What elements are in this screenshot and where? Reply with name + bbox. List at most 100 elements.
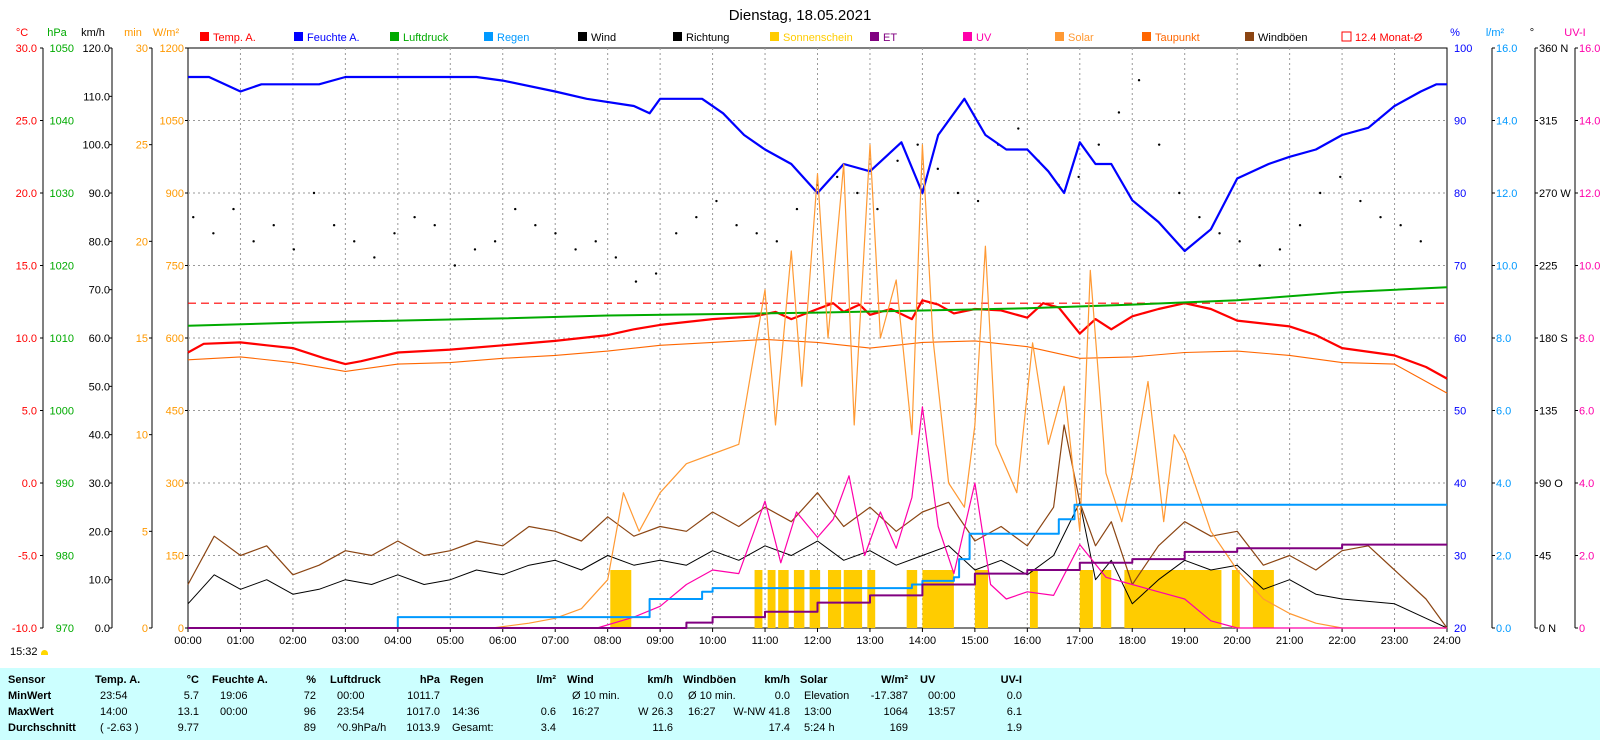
stats-temp-time: 23:54 [100, 690, 128, 702]
stats-humidity-value: 96 [303, 706, 316, 718]
y-tick-label-uv: 2.0 [1579, 551, 1594, 563]
y-tick-label-sunmin: 5 [142, 526, 148, 538]
y-tick-label-wind: 50.0 [89, 381, 110, 393]
y-tick-label-direction: 0 N [1539, 623, 1556, 635]
weather-chart: Dienstag, 18.05.2021 00:00 01:00 02:00 03:0… [12, 7, 1600, 647]
stats-pressure-value: 1017.0 [406, 706, 440, 718]
stats-gust-time: Ø 10 min. [688, 690, 736, 702]
stats-uv-value: 6.1 [1006, 706, 1022, 718]
legend-label: ET [883, 32, 897, 44]
y-tick-label-humidity: 90 [1454, 116, 1466, 128]
legend-swatch [578, 32, 587, 41]
stats-humidity-value: 89 [303, 722, 316, 734]
direction-dot [1198, 215, 1201, 219]
y-tick-label-pressure: 1000 [50, 406, 74, 418]
axis-unit-pressure: hPa [47, 27, 67, 39]
y-tick-label-solar: 300 [166, 478, 184, 490]
stats-temp-value: 5.7 [183, 690, 199, 702]
sunshine-block [767, 570, 776, 628]
sunshine-block [974, 570, 988, 628]
y-tick-label-wind: 10.0 [89, 575, 110, 587]
y-tick-label-rain: 14.0 [1496, 116, 1517, 128]
legend-label: 12.4 Monat-Ø [1355, 32, 1423, 44]
series-line-uv [188, 406, 1447, 629]
direction-dot [312, 191, 316, 195]
direction-dot [353, 240, 356, 243]
y-tick-label-pressure: 1050 [50, 43, 74, 55]
y-tick-label-temp: -10.0 [12, 623, 37, 635]
y-tick-label-humidity: 20 [1454, 623, 1466, 635]
y-tick-label-direction: 90 O [1539, 478, 1563, 490]
direction-dot [775, 240, 779, 243]
sunshine-block [1231, 570, 1240, 628]
direction-dot [433, 224, 436, 227]
series-line-wind [187, 501, 1448, 629]
y-tick-label-temp: 30.0 [16, 43, 37, 55]
x-tick-label: 21:00 [1276, 635, 1304, 647]
y-tick-label-uv: 10.0 [1579, 261, 1600, 273]
stats-uv-value: 1.9 [1006, 722, 1022, 734]
y-tick-label-humidity: 100 [1454, 43, 1472, 55]
series-line-feuchte-a [188, 75, 1447, 253]
y-tick-label-humidity: 80 [1454, 188, 1466, 200]
direction-dot [956, 191, 960, 195]
direction-dot [1137, 79, 1141, 82]
legend-label: Regen [497, 32, 529, 44]
y-tick-label-rain: 16.0 [1496, 43, 1517, 55]
stats-header-pressure: Luftdruck [330, 674, 381, 686]
legend-label: Luftdruck [403, 32, 449, 44]
x-tick-label: 10:00 [699, 635, 727, 647]
x-tick-label: 13:00 [856, 635, 884, 647]
x-tick-label: 15:00 [961, 635, 989, 647]
stats-solar-value: -17.387 [870, 690, 908, 702]
stats-gust-value: 17.4 [768, 722, 790, 734]
legend-label: Solar [1068, 32, 1094, 44]
y-tick-label-wind: 110.0 [83, 91, 110, 103]
sunshine-block [827, 570, 842, 628]
x-tick-label: 23:00 [1381, 635, 1409, 647]
stats-gust-value: 0.0 [774, 690, 790, 702]
y-tick-label-rain: 8.0 [1496, 333, 1511, 345]
legend-label: Taupunkt [1155, 32, 1200, 44]
y-tick-label-rain: 0.0 [1496, 623, 1511, 635]
stats-solar-value: 169 [889, 722, 908, 734]
stats-header-humidity-unit: % [306, 674, 316, 686]
y-tick-label-humidity: 60 [1454, 333, 1466, 345]
sunshine-block [906, 570, 918, 628]
x-tick-label: 02:00 [279, 635, 307, 647]
y-tick-label-wind: 90.0 [89, 188, 110, 200]
stats-uv-value: 0.0 [1006, 690, 1022, 702]
y-tick-label-rain: 10.0 [1496, 261, 1517, 273]
stats-pressure-value: 1011.7 [407, 690, 440, 702]
direction-dot [916, 143, 919, 146]
y-tick-label-direction: 180 S [1539, 333, 1568, 345]
direction-dot [715, 199, 718, 203]
legend-swatch [1245, 32, 1254, 41]
stats-solar-value: 1064 [883, 706, 908, 718]
x-tick-label: 06:00 [489, 635, 517, 647]
y-tick-label-solar: 450 [166, 406, 184, 418]
axis-unit-uv: UV-I [1564, 27, 1585, 39]
stats-uv-time: 13:57 [928, 706, 956, 718]
sunshine-block [867, 570, 876, 628]
direction-dot [1017, 127, 1020, 130]
y-tick-label-direction: 45 [1539, 551, 1551, 563]
direction-dot [1077, 175, 1080, 179]
clock-time: 15:32 [10, 646, 38, 658]
stats-pressure-time: ^0.9hPa/h [337, 722, 387, 734]
stats-solar-time: 13:00 [804, 706, 832, 718]
y-tick-label-uv: 0 [1579, 623, 1585, 635]
direction-dot [856, 191, 859, 195]
direction-dot [795, 207, 799, 211]
stats-rain-value: 3.4 [540, 722, 556, 734]
direction-dot [1278, 248, 1282, 251]
stats-gust-time: 16:27 [688, 706, 716, 718]
y-tick-label-direction: 315 [1539, 116, 1557, 128]
legend-swatch [484, 32, 493, 41]
legend-swatch [1142, 32, 1151, 41]
direction-dot [332, 224, 336, 227]
series-line-et [188, 543, 1447, 629]
legend: Temp. A. Feuchte A. Luftdruck Regen Wind Rich… [200, 31, 1423, 44]
sunshine-block [793, 570, 805, 628]
direction-dot [876, 207, 879, 211]
